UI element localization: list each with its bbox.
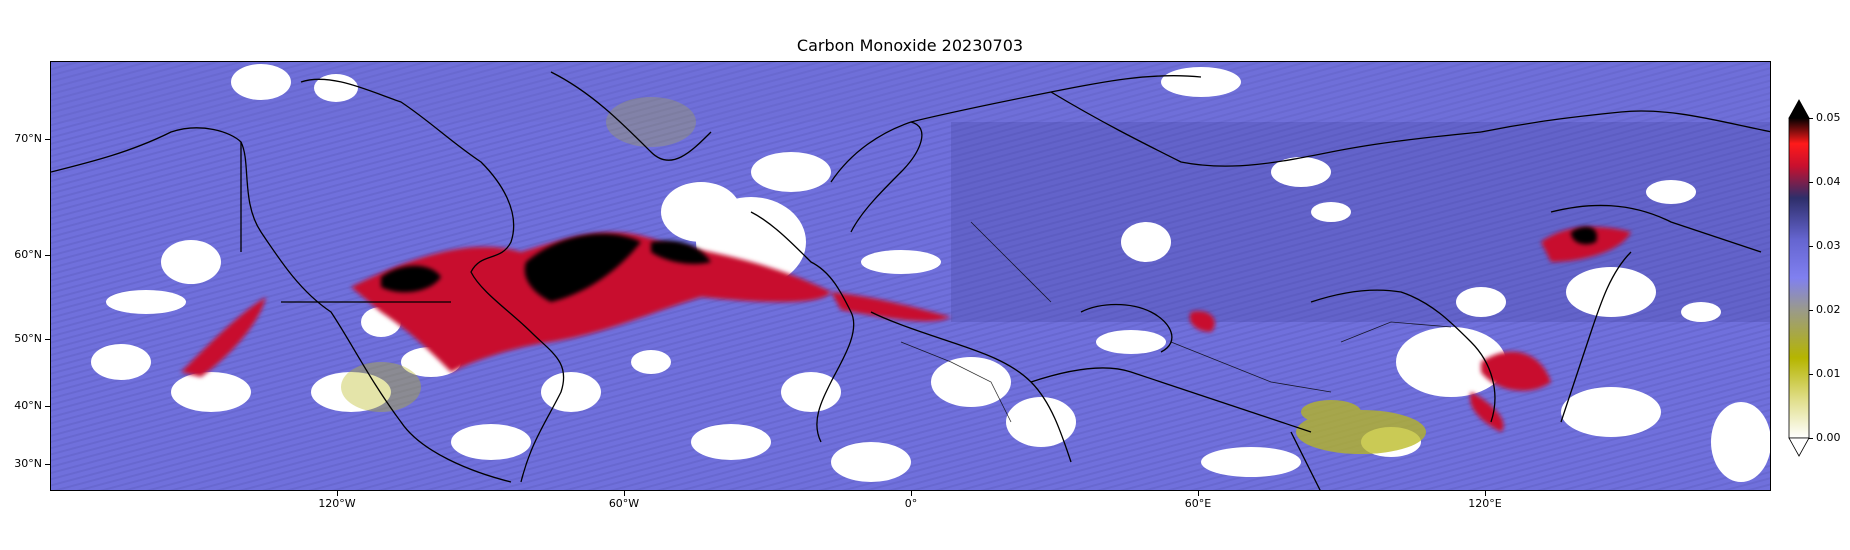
colorbar-label-002: 0.02 — [1816, 303, 1841, 316]
cloud-gaps — [91, 64, 1770, 482]
colorbar-extend-max — [1788, 99, 1810, 119]
colorbar-gradient — [1788, 117, 1810, 439]
colorbar-label-005: 0.05 — [1816, 111, 1841, 124]
colorbar — [1788, 99, 1810, 457]
low-co-patches — [341, 97, 1426, 454]
lat-tick-50n: 50°N — [14, 332, 42, 345]
lon-tick-120e: 120°E — [1468, 497, 1502, 510]
lon-tick-60e: 60°E — [1184, 497, 1212, 510]
lat-tick-40n: 40°N — [14, 399, 42, 412]
colorbar-tick-mark — [1809, 310, 1813, 311]
lon-tick-mark — [1485, 491, 1486, 496]
colorbar-tick-mark — [1809, 374, 1813, 375]
smoke-plume — [181, 226, 1631, 432]
map-panel — [50, 61, 1771, 491]
coastlines — [51, 71, 1770, 490]
lat-tick-mark — [45, 339, 50, 340]
map-title: Carbon Monoxide 20230703 — [796, 36, 1024, 55]
lat-tick-mark — [45, 406, 50, 407]
colorbar-tick-mark — [1809, 438, 1813, 439]
lon-tick-0: 0° — [904, 497, 918, 510]
lat-tick-30n: 30°N — [14, 457, 42, 470]
colorbar-label-001: 0.01 — [1816, 367, 1841, 380]
country-borders — [900, 221, 1452, 423]
lon-tick-mark — [624, 491, 625, 496]
colorbar-tick-mark — [1809, 182, 1813, 183]
colorbar-label-004: 0.04 — [1816, 175, 1841, 188]
colorbar-label-003: 0.03 — [1816, 239, 1841, 252]
colorbar-tick-mark — [1809, 246, 1813, 247]
smoke-plume-dense — [381, 226, 1597, 302]
lon-tick-mark — [1198, 491, 1199, 496]
lat-tick-60n: 60°N — [14, 248, 42, 261]
colorbar-tick-mark — [1809, 118, 1813, 119]
lat-tick-70n: 70°N — [14, 132, 42, 145]
lat-tick-mark — [45, 464, 50, 465]
lat-tick-mark — [45, 139, 50, 140]
colorbar-label-000: 0.00 — [1816, 431, 1841, 444]
lon-tick-mark — [911, 491, 912, 496]
lon-tick-60w: 60°W — [608, 497, 640, 510]
lon-tick-120w: 120°W — [318, 497, 356, 510]
co-concentration-map — [51, 62, 1770, 490]
lat-tick-mark — [45, 255, 50, 256]
colorbar-extend-min — [1788, 437, 1810, 457]
lon-tick-mark — [337, 491, 338, 496]
